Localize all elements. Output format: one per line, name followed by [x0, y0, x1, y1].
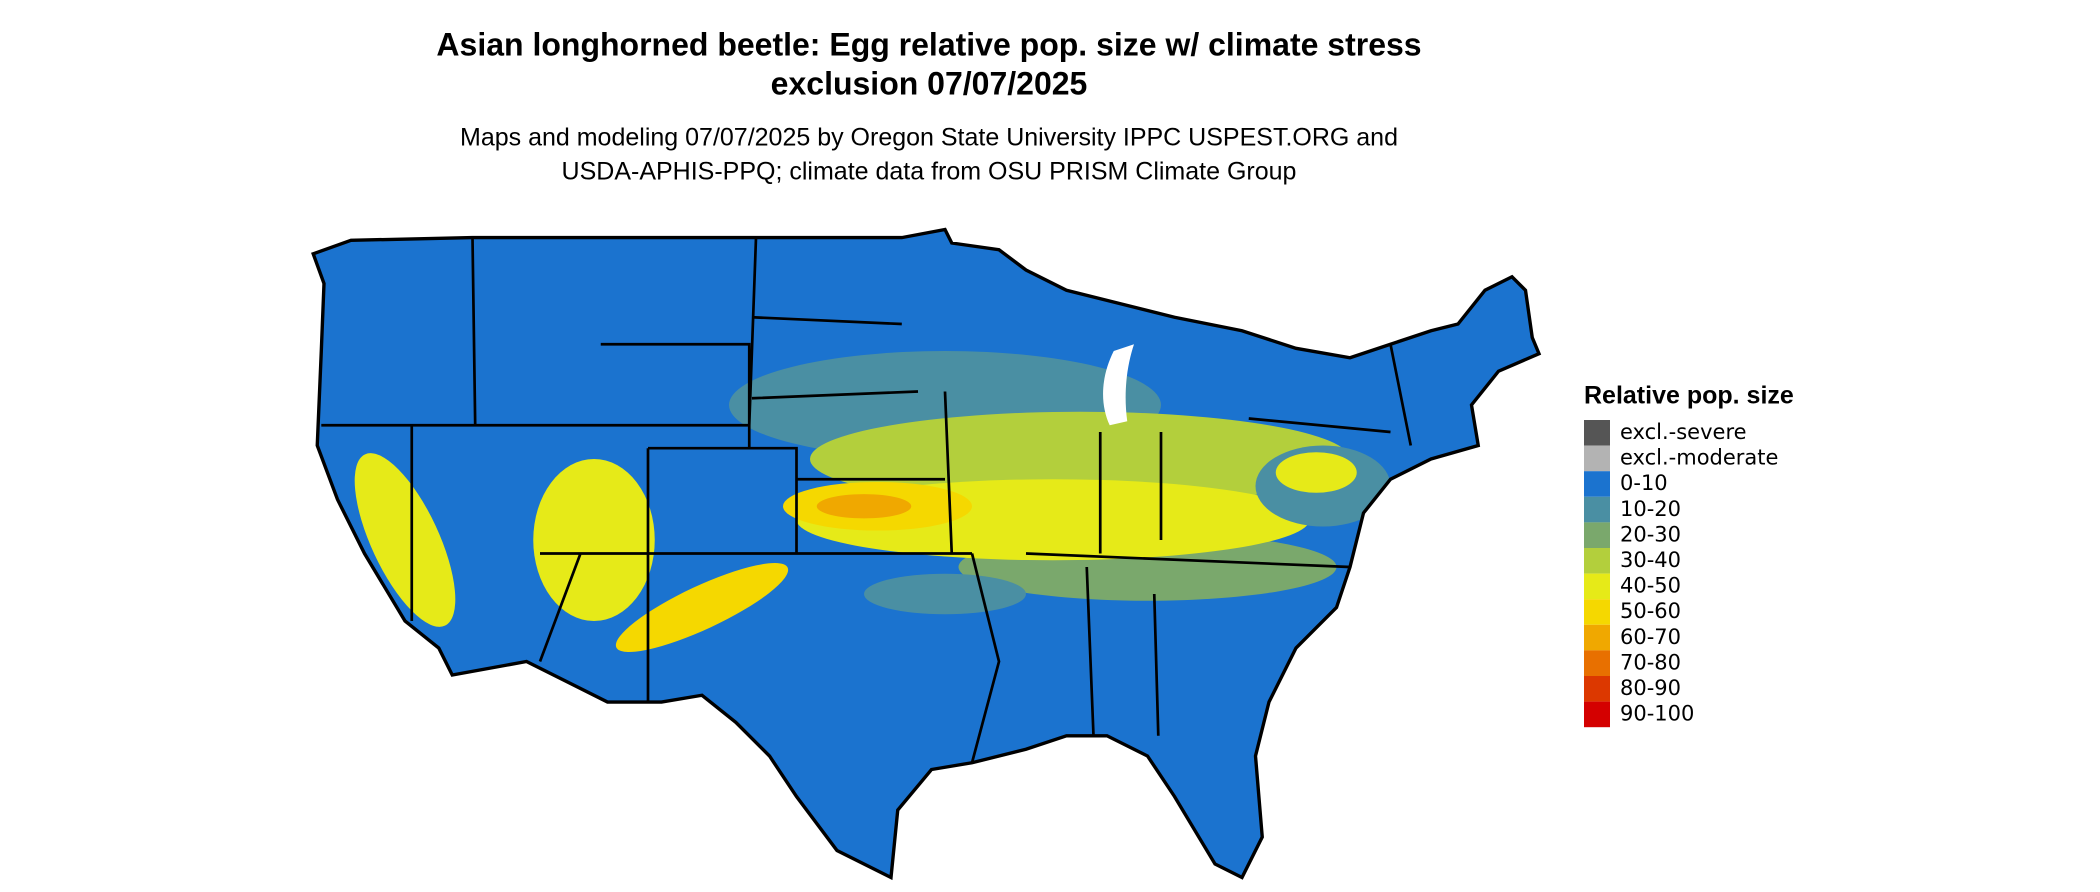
legend-label: 80-90: [1620, 676, 1681, 700]
title: Asian longhorned beetle: Egg relative po…: [436, 26, 1421, 62]
legend-label: 30-40: [1620, 548, 1681, 572]
region-fill: [354, 453, 456, 627]
legend-swatch: [1584, 496, 1610, 523]
legend-label: 0-10: [1620, 471, 1668, 495]
legend-swatch: [1584, 573, 1610, 600]
subtitle: Maps and modeling 07/07/2025 by Oregon S…: [460, 124, 1398, 152]
legend-swatch: [1584, 701, 1610, 728]
legend-swatch: [1584, 599, 1610, 625]
title: exclusion 07/07/2025: [771, 65, 1088, 101]
legend-swatch: [1584, 420, 1610, 446]
legend-swatch: [1584, 522, 1610, 548]
legend-label: 70-80: [1620, 650, 1681, 674]
legend-label: 20-30: [1620, 522, 1681, 546]
region-fill: [810, 411, 1350, 507]
legend-swatch: [1584, 471, 1610, 497]
legend-title: Relative pop. size: [1584, 382, 1794, 410]
legend-label: 60-70: [1620, 625, 1681, 649]
legend-label: 50-60: [1620, 599, 1681, 623]
us-map: [311, 227, 1541, 880]
lake: [1103, 344, 1134, 426]
region-fill: [864, 573, 1026, 615]
region-fill: [533, 459, 655, 621]
state-lines: [321, 237, 1413, 764]
legend-label: excl.-severe: [1620, 420, 1747, 444]
legend-swatch: [1584, 650, 1610, 676]
legend: excl.-severeexcl.-moderate0-1010-2020-30…: [1584, 420, 1778, 728]
legend-swatch: [1584, 548, 1610, 574]
legend-label: excl.-moderate: [1620, 446, 1778, 470]
legend-swatch: [1584, 676, 1610, 702]
legend-label: 10-20: [1620, 497, 1681, 521]
legend-label: 90-100: [1620, 702, 1694, 726]
region-fill: [1275, 452, 1357, 493]
legend-swatch: [1584, 445, 1610, 472]
region-fill: [615, 563, 789, 652]
legend-label: 40-50: [1620, 574, 1681, 598]
region-fill: [816, 494, 912, 519]
legend-swatch: [1584, 624, 1610, 651]
subtitle: USDA-APHIS-PPQ; climate data from OSU PR…: [562, 158, 1297, 186]
